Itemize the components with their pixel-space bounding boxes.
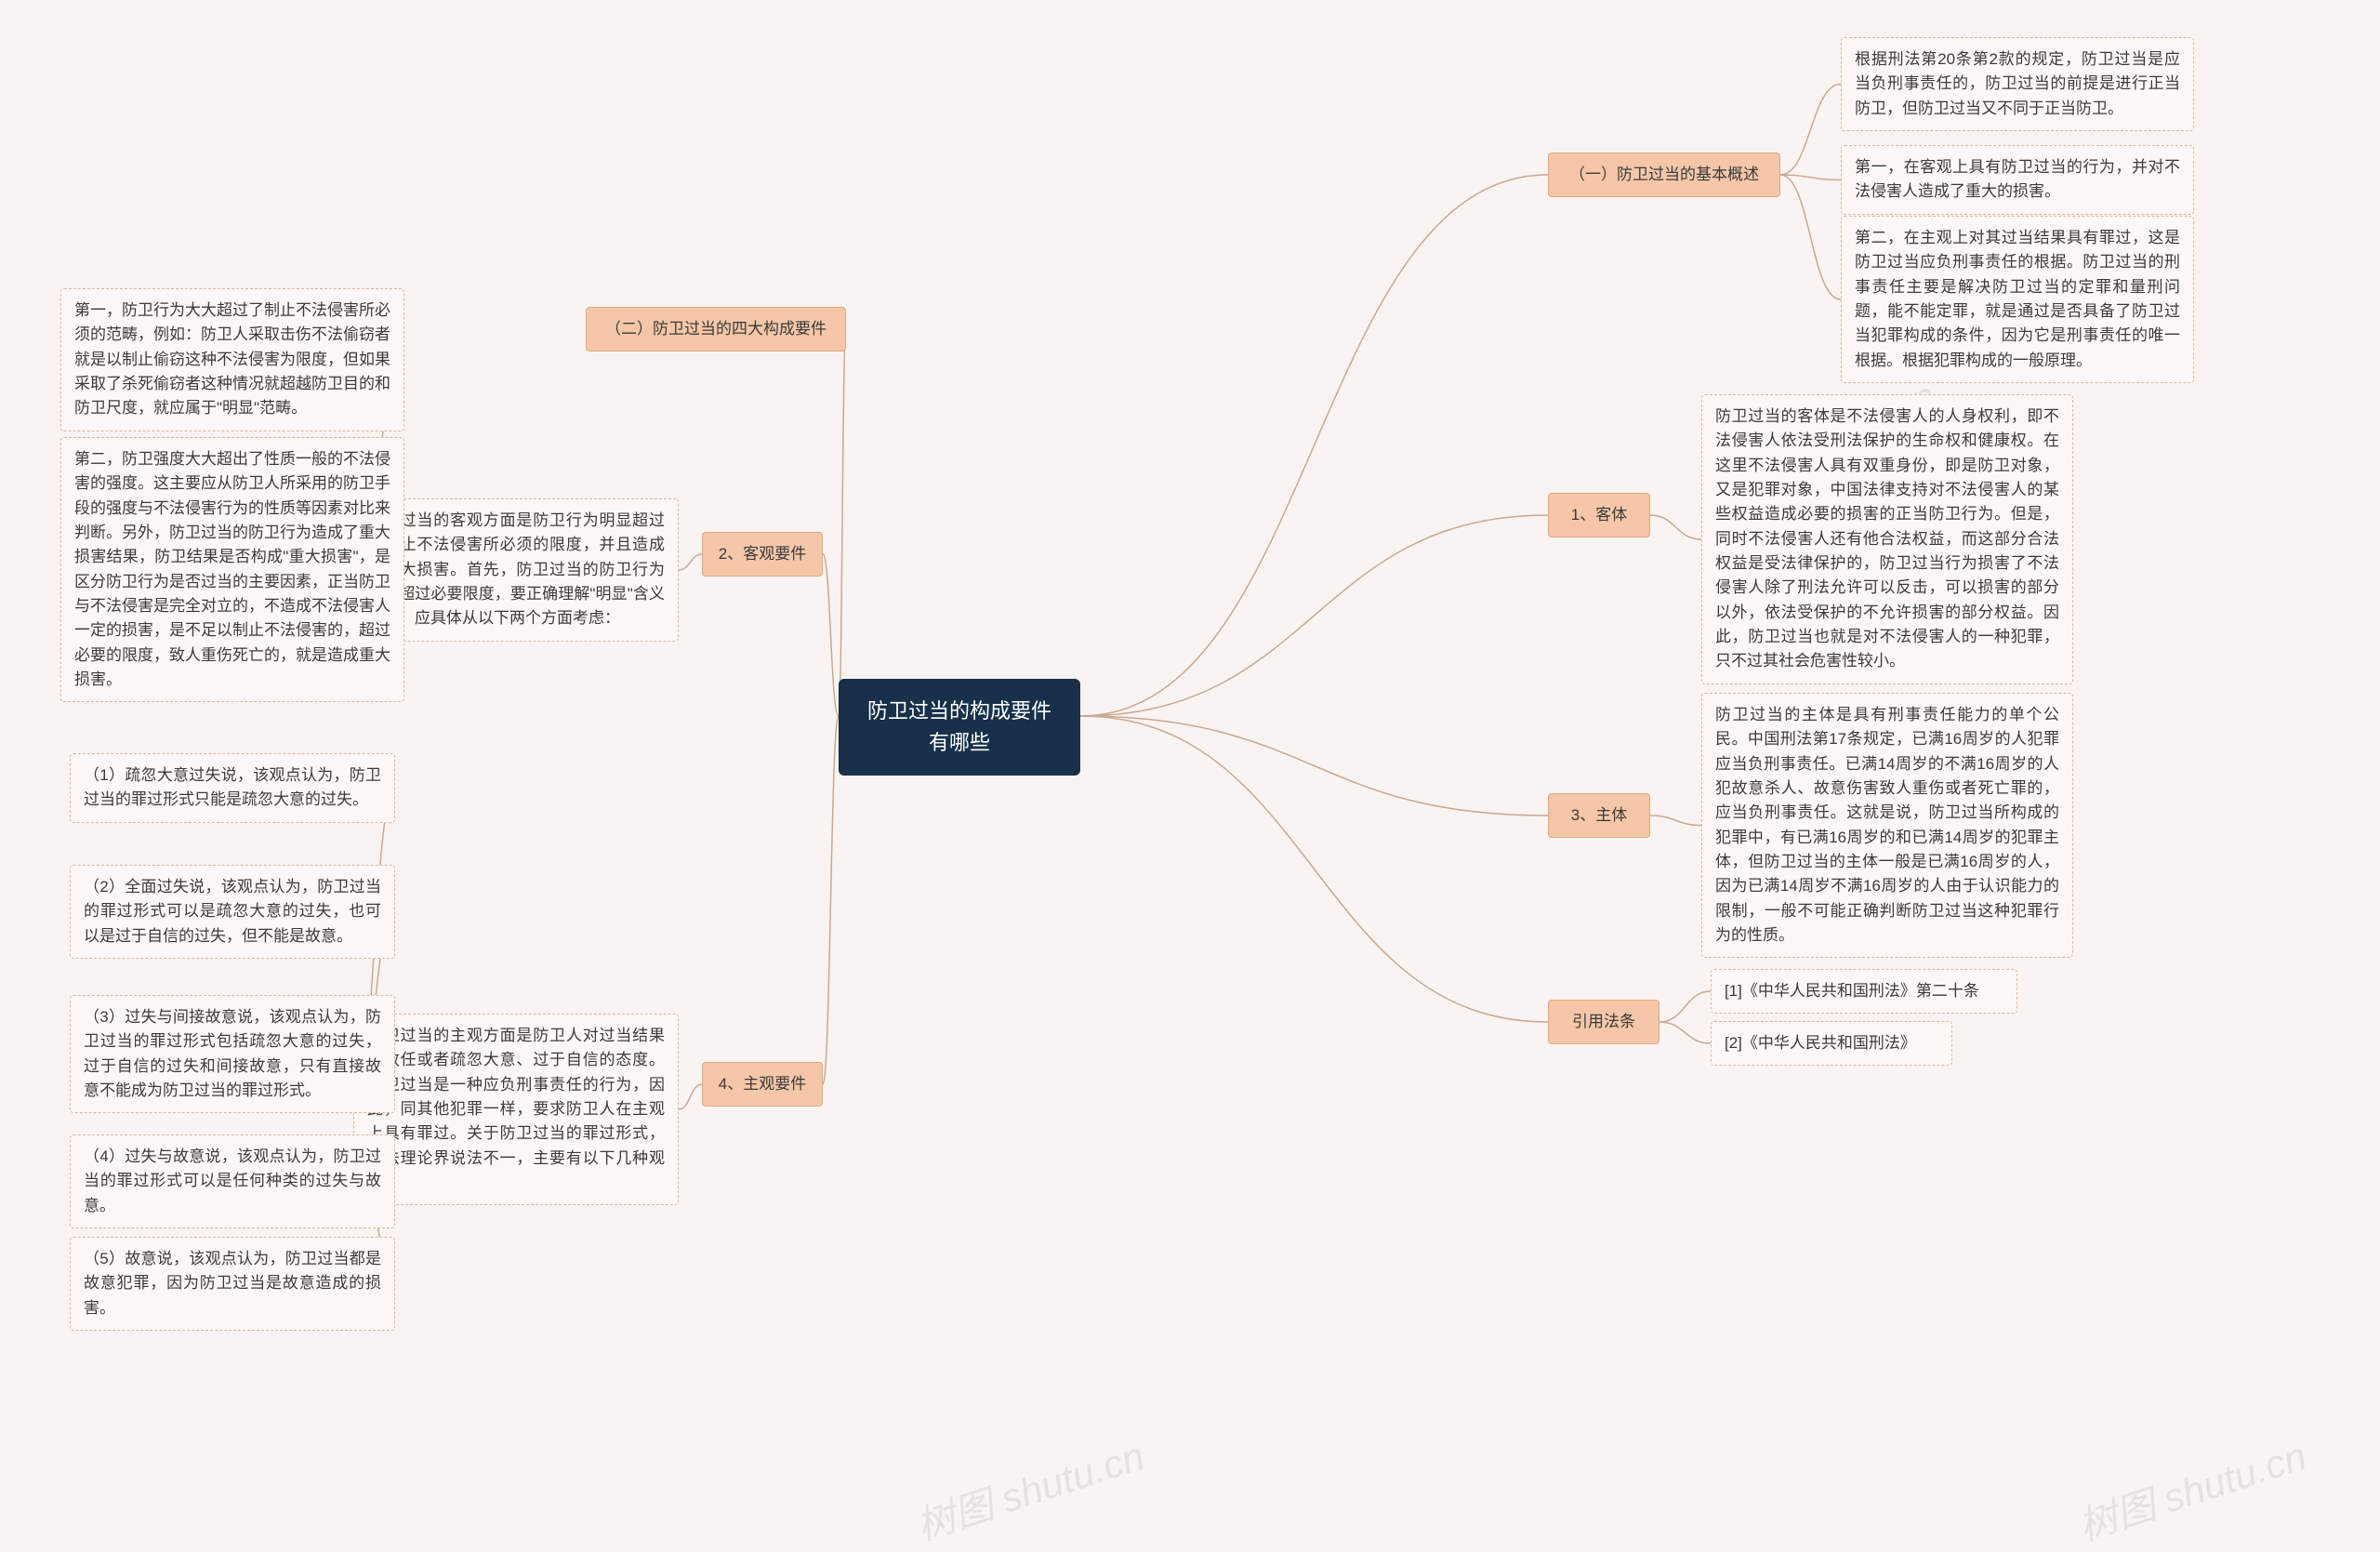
leaf-l2b: 第二，防卫强度大大超出了性质一般的不法侵害的强度。这主要应从防卫人所采用的防卫手…	[60, 437, 404, 702]
leaf-l2a: 第一，防卫行为大大超过了制止不法侵害所必须的范畴，例如：防卫人采取击伤不法偷窃者…	[60, 288, 404, 431]
leaf-l3e: （5）故意说，该观点认为，防卫过当都是故意犯罪，因为防卫过当是故意造成的损害。	[70, 1237, 395, 1331]
leaf-r4b: [2]《中华人民共和国刑法》	[1711, 1021, 1952, 1066]
branch-r4: 引用法条	[1548, 1000, 1659, 1044]
leaf-r3a: 防卫过当的主体是具有刑事责任能力的单个公民。中国刑法第17条规定，已满16周岁的…	[1701, 693, 2073, 958]
leaf-r4a: [1]《中华人民共和国刑法》第二十条	[1711, 969, 2017, 1014]
leaf-l3a: （1）疏忽大意过失说，该观点认为，防卫过当的罪过形式只能是疏忽大意的过失。	[70, 753, 395, 823]
leaf-l3d: （4）过失与故意说，该观点认为，防卫过当的罪过形式可以是任何种类的过失与故意。	[70, 1134, 395, 1228]
leaf-r2a: 防卫过当的客体是不法侵害人的人身权利，即不法侵害人依法受刑法保护的生命权和健康权…	[1701, 394, 2073, 684]
root-node: 防卫过当的构成要件有哪些	[839, 679, 1080, 776]
leaf-l3b: （2）全面过失说，该观点认为，防卫过当的罪过形式可以是疏忽大意的过失，也可以是过…	[70, 865, 395, 959]
branch-l1: （二）防卫过当的四大构成要件	[586, 307, 846, 352]
watermark: 树图 shutu.cn	[908, 1425, 1151, 1552]
leaf-r1c: 第二，在主观上对其过当结果具有罪过，这是防卫过当应负刑事责任的根据。防卫过当的刑…	[1841, 216, 2194, 383]
branch-r3: 3、主体	[1548, 793, 1650, 838]
branch-r2: 1、客体	[1548, 493, 1650, 537]
branch-r1: （一）防卫过当的基本概述	[1548, 153, 1780, 197]
leaf-l3m: 防卫过当的主观方面是防卫人对过当结果持放任或者疏忽大意、过于自信的态度。防卫过当…	[353, 1014, 679, 1205]
leaf-r1b: 第一，在客观上具有防卫过当的行为，并对不法侵害人造成了重大的损害。	[1841, 145, 2194, 215]
branch-l2: 2、客观要件	[702, 532, 823, 577]
leaf-r1a: 根据刑法第20条第2款的规定，防卫过当是应当负刑事责任的，防卫过当的前提是进行正…	[1841, 37, 2194, 131]
branch-l3: 4、主观要件	[702, 1062, 823, 1107]
watermark: 树图 shutu.cn	[2070, 1425, 2313, 1552]
leaf-l3c: （3）过失与间接故意说，该观点认为，防卫过当的罪过形式包括疏忽大意的过失，过于自…	[70, 995, 395, 1113]
